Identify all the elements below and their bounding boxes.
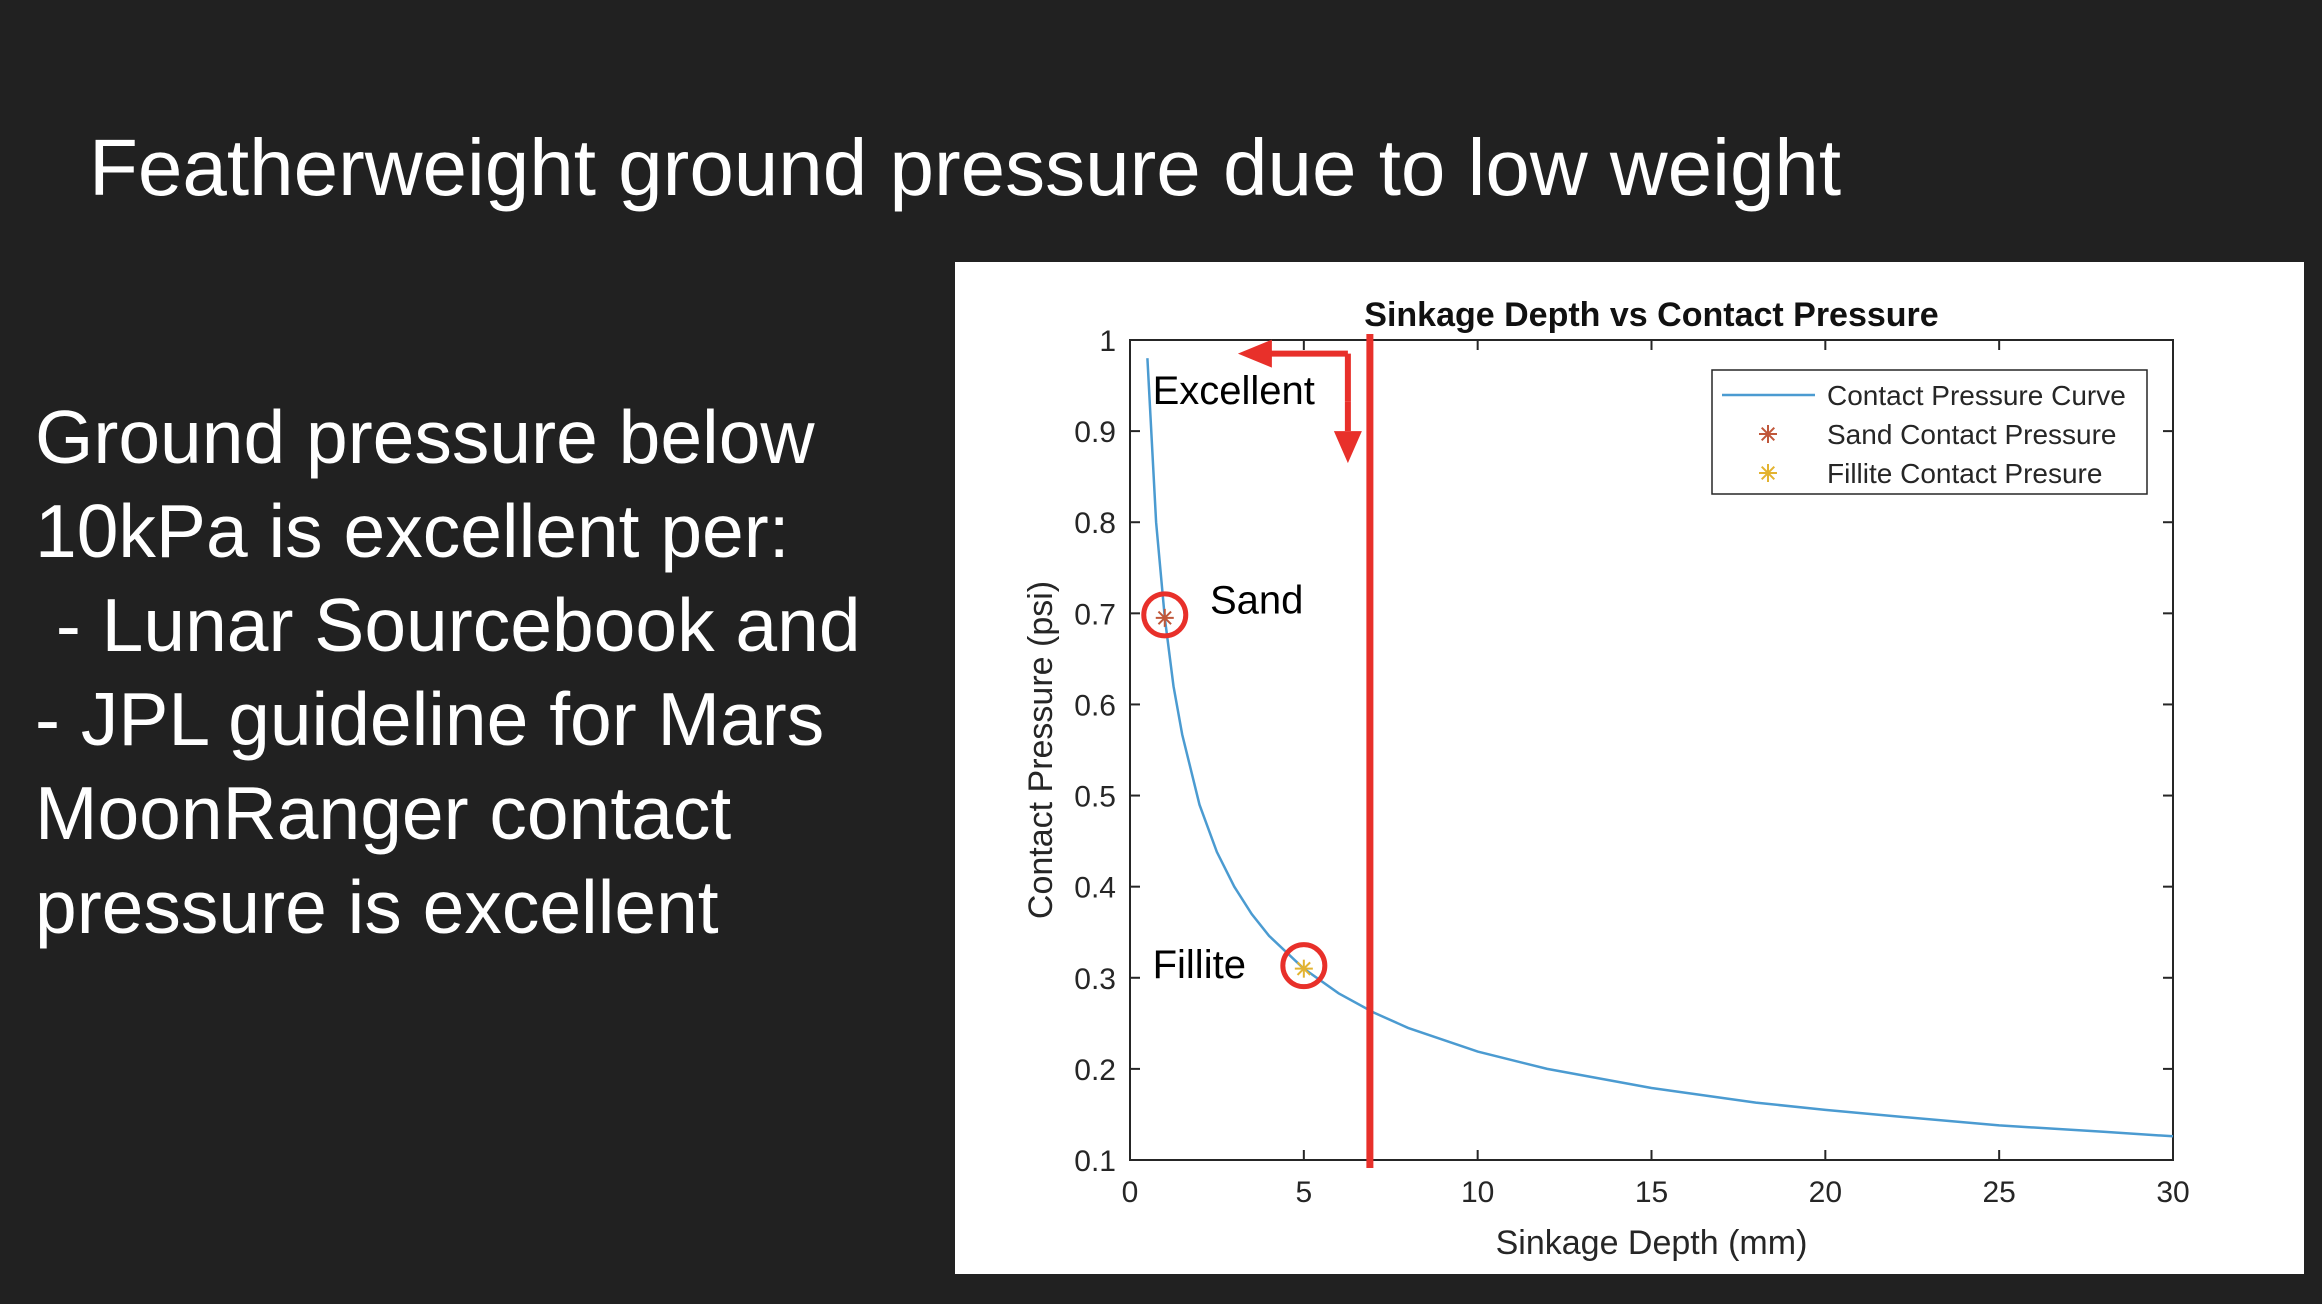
body-line: MoonRanger contact [35,771,732,855]
y-tick-label: 0.2 [1074,1054,1116,1087]
x-axis-label: Sinkage Depth (mm) [1496,1224,1808,1262]
x-tick-label: 20 [1809,1176,1842,1209]
slide-body-text: Ground pressure below 10kPa is excellent… [35,390,935,954]
x-tick-label: 0 [1122,1176,1139,1209]
sand-label: Sand [1210,578,1303,622]
x-tick-label: 30 [2156,1176,2189,1209]
legend-curve-label: Contact Pressure Curve [1827,380,2126,411]
contact-pressure-chart: 0 5 10 15 20 25 30 0.1 0.2 0.3 0.4 0.5 0.6 0.7 0.8 0.9 1… [1022,296,2190,1262]
excellent-down-arrow-head [1333,431,1362,464]
x-tick-label: 5 [1295,1176,1312,1209]
y-tick-label: 0.4 [1074,872,1116,905]
body-line: - Lunar Sourcebook and [35,583,861,667]
body-line: 10kPa is excellent per: [35,489,790,573]
slide-title: Featherweight ground pressure due to low… [89,123,1842,212]
y-axis-label: Contact Pressure (psi) [1022,581,1060,919]
fillite-label: Fillite [1153,943,1246,987]
y-tick-label: 0.6 [1074,689,1116,722]
y-tick-label: 0.1 [1074,1145,1116,1178]
legend-sand-label: Sand Contact Pressure [1827,419,2117,450]
y-tick-label: 0.8 [1074,507,1116,540]
y-tick-label: 0.7 [1074,598,1116,631]
legend-fillite-marker [1759,464,1777,482]
y-tick-label: 0.9 [1074,416,1116,449]
chart-panel: 0 5 10 15 20 25 30 0.1 0.2 0.3 0.4 0.5 0.6 0.7 0.8 0.9 1… [955,262,2304,1274]
chart-title: Sinkage Depth vs Contact Pressure [1364,296,1938,334]
fillite-point-marker [1294,959,1313,978]
x-tick-label: 10 [1461,1176,1494,1209]
fillite-highlight-circle [1280,942,1328,990]
legend-sand-marker [1759,425,1777,443]
sand-point-marker [1155,608,1174,627]
excellent-label: Excellent [1153,369,1315,413]
legend-fillite-label: Fillite Contact Presure [1827,458,2102,489]
excellent-left-arrow-head [1237,339,1272,368]
y-tick-label: 1 [1099,325,1116,358]
contact-pressure-curve [1146,358,2174,1138]
sand-highlight-circle [1141,591,1189,639]
body-line: pressure is excellent [35,865,719,949]
y-tick-label: 0.5 [1074,781,1116,814]
x-tick-label: 15 [1635,1176,1668,1209]
body-line: - JPL guideline for Mars [35,677,825,761]
y-tick-label: 0.3 [1074,963,1116,996]
legend-box [1711,369,2148,495]
x-tick-label: 25 [1982,1176,2015,1209]
body-line: Ground pressure below [35,395,815,479]
